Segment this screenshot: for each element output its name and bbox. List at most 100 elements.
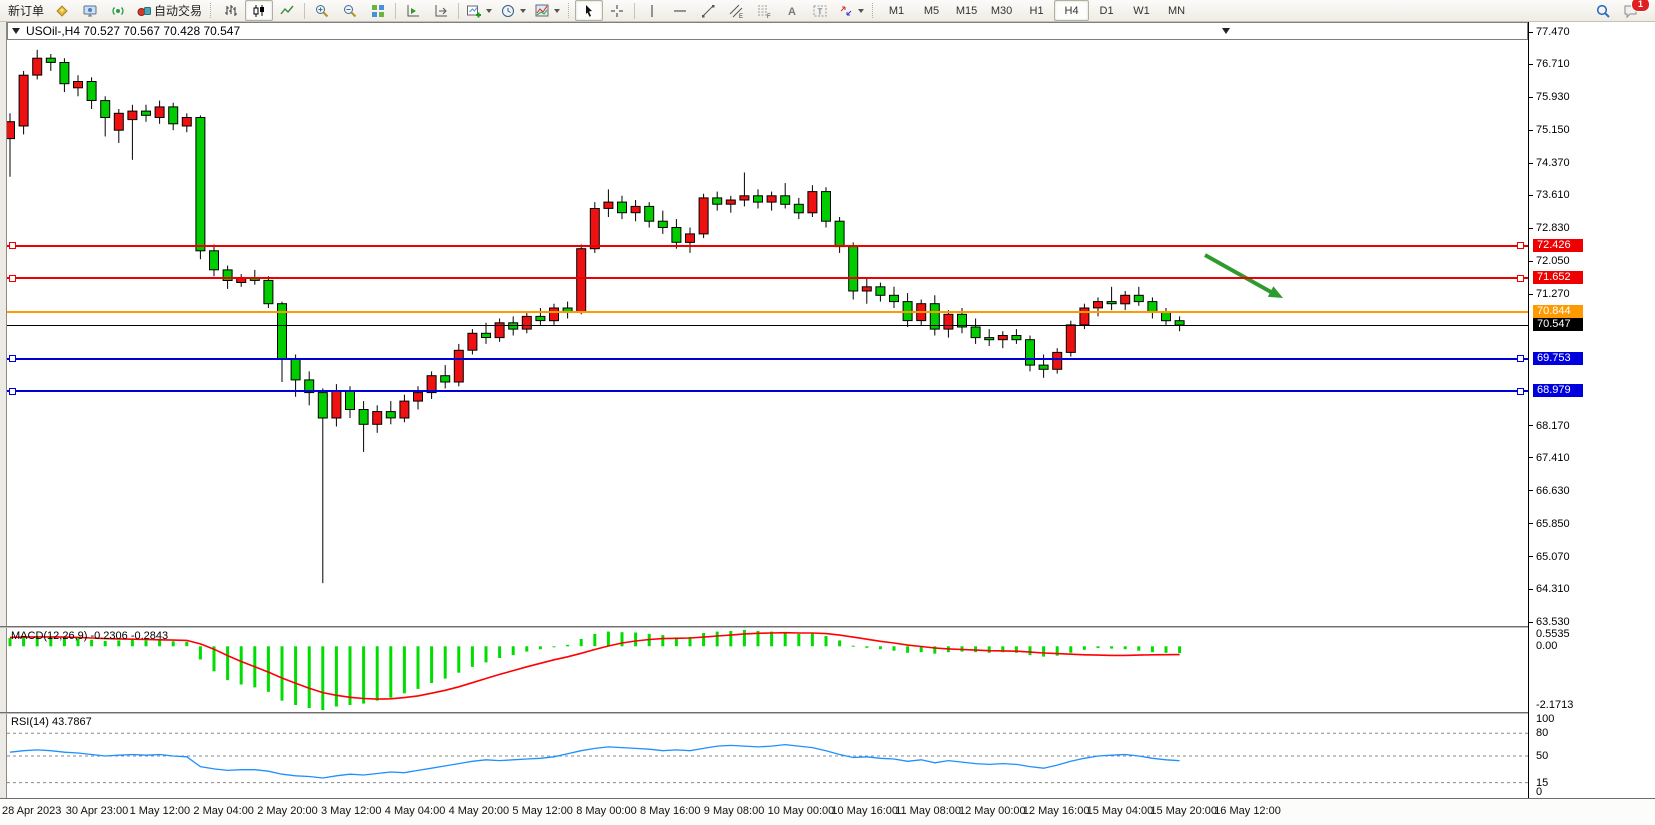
- one-click-trading-icon[interactable]: [12, 28, 20, 34]
- new-order-button[interactable]: 新订单: [4, 0, 48, 21]
- price-tick-label: 67.410: [1536, 451, 1570, 464]
- text-label-button[interactable]: T: [806, 0, 834, 21]
- chart-shift-button[interactable]: [427, 0, 455, 21]
- price-tick-mark: [1529, 425, 1533, 427]
- price-tick-label: 72.050: [1536, 255, 1570, 268]
- price-tick-label: 75.150: [1536, 124, 1570, 137]
- timeframe-label: D1: [1099, 4, 1114, 17]
- autotrading-button[interactable]: 自动交易: [132, 0, 206, 21]
- horizontal-line-object[interactable]: [7, 277, 1528, 280]
- line-handle[interactable]: [9, 274, 16, 282]
- line-handle[interactable]: [1517, 355, 1524, 363]
- time-axis-label: 1 May 12:00: [129, 805, 191, 817]
- signals-button[interactable]: [104, 0, 132, 21]
- macd-panel[interactable]: MACD(12,26,9) -0.2306 -0.2843: [7, 628, 1528, 712]
- time-axis-label: 12 May 16:00: [1022, 805, 1090, 817]
- crosshair-icon: [609, 3, 625, 19]
- horizontal-line-object[interactable]: [7, 244, 1528, 247]
- cursor-button[interactable]: [575, 0, 604, 21]
- editor-button[interactable]: [48, 0, 76, 21]
- terminal-button[interactable]: [76, 0, 104, 21]
- chart-titlebar: USOil-,H4 70.527 70.567 70.428 70.547: [7, 22, 1528, 40]
- main-chart-panel[interactable]: [7, 40, 1528, 626]
- panel-splitter[interactable]: [0, 712, 1655, 714]
- zoom-in-icon: [314, 3, 330, 19]
- horizontal-line-object[interactable]: [7, 311, 1528, 314]
- line-chart-button[interactable]: [273, 0, 301, 21]
- price-line-label: 70.547: [1533, 318, 1583, 331]
- horizontal-line-object[interactable]: [7, 324, 1528, 326]
- macd-label: MACD(12,26,9) -0.2306 -0.2843: [11, 630, 169, 642]
- timeframe-m1-button[interactable]: M1: [879, 0, 914, 21]
- bar-chart-button[interactable]: [217, 0, 245, 21]
- trendline-button[interactable]: [694, 0, 722, 21]
- line-handle[interactable]: [1517, 274, 1524, 282]
- tile-windows-icon: [370, 3, 386, 19]
- toolbar-grip: [568, 3, 571, 18]
- terminal-icon: [82, 3, 98, 19]
- candlestick-button[interactable]: [245, 0, 274, 21]
- tile-windows-button[interactable]: [364, 0, 392, 21]
- horizontal-line-object[interactable]: [7, 390, 1528, 393]
- price-tick-mark: [1529, 457, 1533, 459]
- time-axis-label: 12 May 00:00: [959, 805, 1026, 817]
- templates-button[interactable]: [530, 0, 564, 21]
- timeframe-d1-button[interactable]: D1: [1089, 0, 1124, 21]
- timeframe-h4-button[interactable]: H4: [1054, 0, 1090, 21]
- price-tick-mark: [1529, 293, 1533, 295]
- timeframe-m5-button[interactable]: M5: [914, 0, 949, 21]
- main-toolbar: 新订单 自动交易: [0, 0, 1655, 22]
- rsi-axis-label: 0: [1536, 786, 1543, 798]
- chart-shift-marker-icon[interactable]: [1222, 28, 1230, 34]
- line-handle[interactable]: [1517, 387, 1524, 395]
- periods-button[interactable]: [496, 0, 530, 21]
- line-handle[interactable]: [9, 387, 16, 395]
- timeframe-m15-button[interactable]: M15: [949, 0, 984, 21]
- rsi-axis-label: 50: [1536, 750, 1549, 762]
- price-tick-mark: [1529, 129, 1533, 131]
- time-axis-label: 15 May 20:00: [1150, 805, 1218, 817]
- crosshair-button[interactable]: [603, 0, 631, 21]
- notification-badge: 1: [1631, 0, 1650, 12]
- price-axis[interactable]: 77.470 76.710 75.930 75.150 74.370 73.610 72.8…: [1528, 22, 1655, 798]
- text-button[interactable]: A: [778, 0, 806, 21]
- search-button[interactable]: [1589, 0, 1617, 21]
- autoscroll-button[interactable]: [399, 0, 427, 21]
- panel-splitter[interactable]: [0, 626, 1655, 628]
- horizontal-line-object[interactable]: [7, 357, 1528, 360]
- new-chart-button[interactable]: [462, 0, 496, 21]
- line-handle[interactable]: [9, 355, 16, 363]
- time-axis[interactable]: 28 Apr 2023 30 Apr 23:00 1 May 12:00 2 May …: [0, 798, 1655, 825]
- zoom-in-button[interactable]: [308, 0, 336, 21]
- rsi-label: RSI(14) 43.7867: [11, 716, 92, 728]
- chevron-down-icon: [858, 8, 865, 13]
- channel-button[interactable]: E: [722, 0, 750, 21]
- svg-text:T: T: [818, 7, 823, 16]
- rsi-panel[interactable]: RSI(14) 43.7867: [7, 714, 1528, 798]
- timeframe-label: M15: [955, 4, 978, 17]
- zoom-out-button[interactable]: [336, 0, 364, 21]
- horizontal-line-button[interactable]: [666, 0, 694, 21]
- timeframe-mn-button[interactable]: MN: [1159, 0, 1194, 21]
- timeframe-w1-button[interactable]: W1: [1124, 0, 1159, 21]
- time-axis-label: 16 May 12:00: [1214, 805, 1281, 817]
- toolbar-separator: [634, 2, 636, 19]
- vertical-line-button[interactable]: [638, 0, 666, 21]
- svg-text:F: F: [767, 14, 771, 19]
- price-tick-mark: [1529, 96, 1533, 98]
- notifications-button[interactable]: 1: [1617, 0, 1650, 21]
- svg-text:E: E: [739, 14, 743, 19]
- rsi-axis-label: 100: [1536, 713, 1555, 725]
- line-handle[interactable]: [9, 242, 16, 249]
- time-axis-label: 4 May 20:00: [448, 805, 510, 817]
- timeframe-label: MN: [1167, 4, 1186, 17]
- line-handle[interactable]: [1517, 242, 1524, 249]
- price-tick-mark: [1529, 31, 1533, 33]
- chart-shift-icon: [433, 3, 449, 19]
- fibonacci-button[interactable]: F: [750, 0, 778, 21]
- timeframe-h1-button[interactable]: H1: [1019, 0, 1054, 21]
- arrows-button[interactable]: [834, 0, 868, 21]
- toolbar-separator: [395, 2, 397, 19]
- timeframe-m30-button[interactable]: M30: [984, 0, 1019, 21]
- price-line-label: 69.753: [1533, 351, 1583, 365]
